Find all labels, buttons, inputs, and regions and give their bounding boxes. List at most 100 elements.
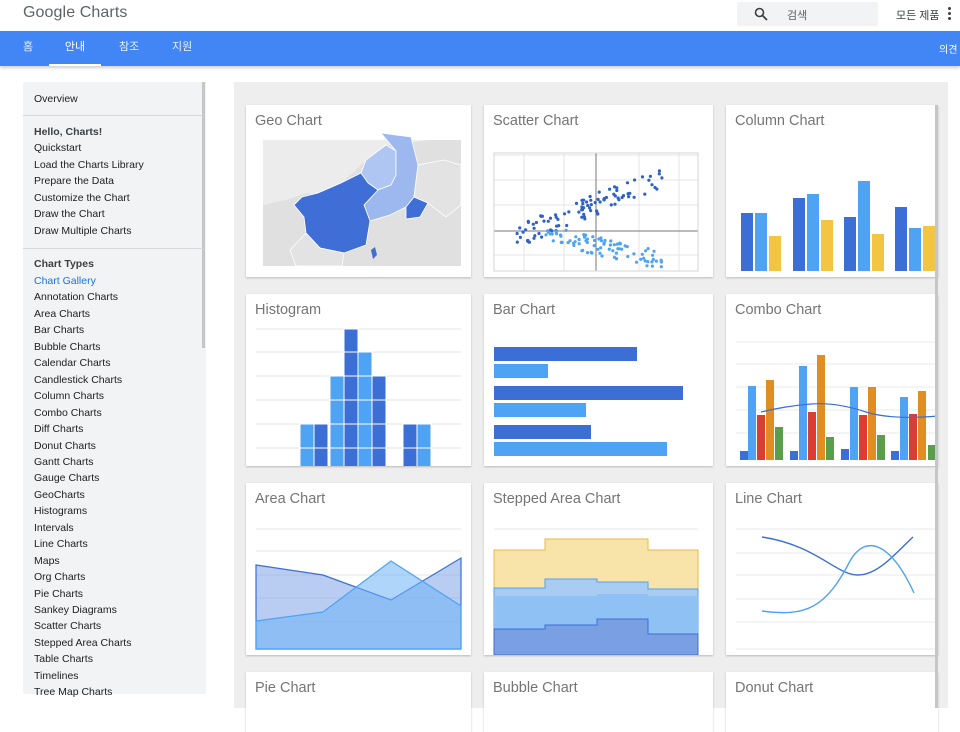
scatter-point: [657, 172, 661, 176]
card-title: Combo Chart: [735, 302, 822, 318]
scatter-point: [585, 200, 589, 204]
sidebar-item-calendar-charts[interactable]: Calendar Charts: [34, 357, 111, 370]
all-products-link[interactable]: 모든 제품: [896, 10, 940, 22]
scatter-point: [650, 264, 654, 268]
scatter-point: [609, 203, 613, 207]
scatter-point: [577, 242, 581, 246]
scatter-point: [518, 226, 522, 230]
sidebar-item-combo-charts[interactable]: Combo Charts: [34, 406, 102, 419]
tab-support[interactable]: 지원: [172, 41, 193, 53]
scatter-point: [588, 194, 592, 199]
tab-reference[interactable]: 참조: [119, 41, 140, 53]
scatter-point: [515, 231, 519, 236]
sidebar-item-annotation-charts[interactable]: Annotation Charts: [34, 291, 119, 304]
scatter-point: [526, 220, 530, 224]
sidebar-item-pie-charts[interactable]: Pie Charts: [34, 587, 84, 600]
feedback-link[interactable]: 의견: [939, 45, 958, 56]
search-input[interactable]: 검색: [737, 2, 878, 26]
card-combo-chart[interactable]: Combo Chart: [726, 294, 938, 466]
sidebar-item-donut-charts[interactable]: Donut Charts: [34, 439, 96, 452]
sidebar-item-bubble-charts[interactable]: Bubble Charts: [34, 340, 101, 353]
more-vert-icon[interactable]: [946, 6, 954, 22]
card-bubble-chart[interactable]: Bubble Chart: [484, 672, 713, 732]
sidebar-scrollbar[interactable]: [202, 82, 205, 348]
scatter-point: [592, 244, 596, 248]
tab-home[interactable]: 홈: [23, 41, 34, 53]
scatter-point: [650, 260, 654, 264]
scatter-point: [642, 256, 646, 260]
card-histogram[interactable]: Histogram: [246, 294, 471, 466]
sidebar-item-diff-charts[interactable]: Diff Charts: [34, 423, 84, 436]
sidebar-item-line-charts[interactable]: Line Charts: [34, 538, 88, 551]
combo-chart-thumbnail: [736, 341, 938, 460]
scatter-point: [580, 249, 584, 253]
sidebar-item-prepare-the-data[interactable]: Prepare the Data: [34, 175, 114, 188]
scatter-point: [562, 212, 567, 216]
scatter-point: [615, 242, 620, 246]
card-pie-chart[interactable]: Pie Chart: [246, 672, 471, 732]
gallery-scrollbar[interactable]: [935, 105, 938, 708]
scatter-point: [589, 198, 593, 202]
sidebar-item-overview[interactable]: Overview: [34, 93, 78, 105]
sidebar-item-intervals[interactable]: Intervals: [34, 521, 74, 534]
sidebar-item-quickstart[interactable]: Quickstart: [34, 142, 82, 154]
sidebar-item-geocharts[interactable]: GeoCharts: [34, 488, 85, 501]
scatter-point: [611, 249, 615, 253]
sidebar-item-maps[interactable]: Maps: [34, 554, 60, 567]
google-charts-logo[interactable]: Google Charts: [23, 4, 128, 21]
scatter-point: [620, 247, 624, 251]
sidebar-item-stepped-area-charts[interactable]: Stepped Area Charts: [34, 636, 132, 649]
scatter-point: [559, 233, 563, 237]
scatter-point: [546, 229, 550, 233]
scatter-point: [521, 230, 525, 234]
scatter-point: [518, 235, 522, 239]
scatter-point: [639, 257, 643, 261]
card-line-chart[interactable]: Line Chart: [726, 483, 938, 655]
card-scatter-chart[interactable]: Scatter Chart: [484, 105, 713, 277]
scatter-point: [625, 245, 629, 249]
sidebar-item-sankey-diagrams[interactable]: Sankey Diagrams: [34, 604, 117, 616]
card-column-chart[interactable]: Column Chart: [726, 105, 938, 277]
scatter-point: [599, 246, 603, 250]
sidebar-item-table-charts[interactable]: Table Charts: [34, 653, 93, 666]
scatter-point: [582, 212, 586, 216]
card-title: Geo Chart: [255, 113, 322, 129]
tab-guides[interactable]: 안내: [49, 31, 101, 66]
card-title: Line Chart: [735, 491, 802, 507]
card-area-chart[interactable]: Area Chart: [246, 483, 471, 655]
scatter-point: [526, 239, 530, 243]
sidebar-item-load-the-charts-library[interactable]: Load the Charts Library: [34, 158, 144, 171]
sidebar-item-timelines[interactable]: Timelines: [34, 669, 79, 682]
card-title: Pie Chart: [255, 680, 316, 696]
card-bar-chart[interactable]: Bar Chart: [484, 294, 713, 466]
card-title: Stepped Area Chart: [493, 491, 621, 507]
scatter-point: [532, 226, 536, 230]
sidebar-item-draw-the-chart[interactable]: Draw the Chart: [34, 208, 105, 221]
card-stepped-area-chart[interactable]: Stepped Area Chart: [484, 483, 713, 655]
card-geo-chart[interactable]: Geo Chart: [246, 105, 471, 277]
sidebar-heading-chart-types[interactable]: Chart Types: [34, 258, 94, 270]
scatter-point: [632, 252, 636, 256]
sidebar-item-gauge-charts[interactable]: Gauge Charts: [34, 472, 100, 485]
sidebar-item-draw-multiple-charts[interactable]: Draw Multiple Charts: [34, 225, 132, 237]
scatter-point: [515, 240, 519, 244]
sidebar-item-area-charts[interactable]: Area Charts: [34, 307, 91, 320]
sidebar-item-bar-charts[interactable]: Bar Charts: [34, 324, 85, 337]
scatter-point: [660, 176, 664, 180]
card-donut-chart[interactable]: Donut Chart: [726, 672, 938, 732]
scatter-point: [654, 259, 658, 263]
scatter-point: [652, 249, 656, 253]
sidebar-item-scatter-charts[interactable]: Scatter Charts: [34, 620, 102, 633]
sidebar-item-histograms[interactable]: Histograms: [34, 505, 88, 518]
sidebar-item-org-charts[interactable]: Org Charts: [34, 571, 86, 584]
sidebar-item-customize-the-chart[interactable]: Customize the Chart: [34, 191, 130, 204]
sidebar-item-column-charts[interactable]: Column Charts: [34, 390, 105, 403]
sidebar-item-candlestick-charts[interactable]: Candlestick Charts: [34, 373, 123, 386]
sidebar-item-gantt-charts[interactable]: Gantt Charts: [34, 455, 94, 468]
sidebar-heading-hello-charts[interactable]: Hello, Charts!: [34, 126, 103, 138]
scatter-point: [621, 194, 626, 198]
search-icon[interactable]: [754, 7, 768, 21]
scatter-point: [554, 215, 558, 219]
sidebar-item-tree-map-charts[interactable]: Tree Map Charts: [34, 686, 113, 699]
sidebar-item-chart-gallery[interactable]: Chart Gallery: [34, 275, 96, 287]
